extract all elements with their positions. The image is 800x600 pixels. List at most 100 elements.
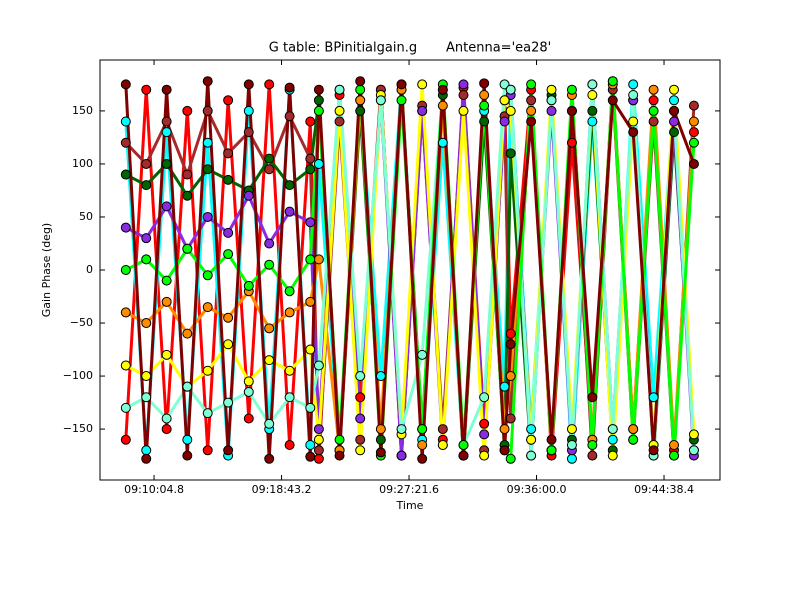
data-point — [669, 84, 680, 95]
data-point — [505, 84, 516, 95]
y-tick-label: −100 — [63, 369, 93, 382]
data-point — [182, 434, 193, 445]
data-point — [141, 445, 152, 456]
data-point — [305, 254, 316, 265]
data-point — [688, 127, 699, 138]
data-point — [355, 76, 366, 87]
y-tick-label: −150 — [63, 422, 93, 435]
data-point — [313, 360, 324, 371]
data-point — [223, 249, 234, 260]
data-point — [120, 222, 131, 233]
data-point — [305, 440, 316, 450]
data-point — [305, 217, 316, 228]
data-point — [479, 450, 490, 461]
data-point — [479, 78, 490, 89]
data-point — [243, 280, 254, 291]
data-point — [458, 90, 469, 100]
data-point — [375, 95, 386, 106]
data-point — [669, 440, 680, 450]
data-point — [566, 84, 577, 95]
data-point — [479, 429, 490, 440]
data-point — [417, 349, 428, 360]
data-point — [505, 453, 516, 464]
data-point — [202, 365, 213, 376]
data-point — [305, 402, 316, 413]
data-point — [355, 434, 366, 445]
data-point — [546, 95, 557, 106]
data-point — [202, 408, 213, 419]
data-point — [505, 105, 516, 116]
data-point — [688, 429, 699, 440]
y-tick-label: −50 — [70, 316, 93, 329]
data-point — [688, 445, 699, 456]
data-point — [437, 424, 448, 435]
data-point — [182, 169, 193, 180]
data-point — [437, 440, 448, 450]
data-point — [526, 95, 537, 106]
data-point — [161, 201, 172, 212]
x-axis-label: Time — [396, 499, 424, 512]
data-point — [305, 153, 316, 164]
data-point — [313, 105, 324, 116]
x-tick-label: 09:27:21.6 — [379, 483, 439, 496]
data-point — [396, 79, 407, 90]
data-point — [607, 434, 618, 445]
data-point — [120, 360, 131, 371]
data-point — [223, 227, 234, 238]
x-tick-label: 09:36:00.0 — [507, 483, 567, 496]
data-point — [546, 445, 557, 456]
data-point — [284, 307, 295, 318]
data-point — [141, 180, 152, 191]
data-point — [264, 153, 275, 164]
data-point — [499, 381, 510, 392]
data-point — [669, 116, 680, 127]
data-point — [120, 116, 131, 127]
data-point — [479, 418, 490, 429]
data-point — [243, 190, 254, 201]
data-point — [161, 413, 172, 424]
data-point — [587, 440, 598, 450]
data-point — [182, 328, 193, 339]
data-point — [161, 424, 172, 435]
data-point — [284, 180, 295, 191]
data-point — [182, 243, 193, 254]
data-point — [587, 450, 598, 461]
data-point — [202, 137, 213, 148]
data-point — [120, 265, 131, 275]
y-tick-label: 150 — [72, 104, 93, 117]
data-point — [334, 105, 345, 116]
data-point — [355, 445, 366, 456]
data-point — [628, 127, 639, 138]
data-point — [120, 137, 131, 148]
data-point — [479, 116, 490, 127]
data-point — [161, 349, 172, 360]
data-point — [334, 450, 345, 461]
data-point — [628, 434, 639, 445]
data-point — [566, 453, 577, 464]
data-point — [505, 339, 516, 350]
data-point — [688, 158, 699, 169]
data-point — [587, 105, 598, 116]
data-point — [505, 413, 516, 424]
data-point — [355, 371, 366, 382]
data-point — [526, 434, 537, 445]
data-point — [334, 116, 345, 127]
data-point — [284, 365, 295, 376]
data-point — [202, 164, 213, 175]
data-point — [669, 450, 680, 461]
data-point — [688, 116, 699, 127]
data-point — [648, 392, 659, 403]
data-point — [566, 424, 577, 435]
data-point — [375, 371, 386, 382]
data-point — [607, 424, 618, 435]
data-point — [628, 424, 639, 435]
data-point — [161, 127, 172, 138]
data-point — [182, 381, 193, 392]
data-point — [202, 302, 213, 313]
data-point — [141, 158, 152, 169]
data-point — [202, 105, 213, 116]
data-point — [669, 95, 680, 106]
data-point — [546, 105, 557, 116]
data-point — [141, 254, 152, 265]
data-point — [375, 424, 386, 435]
